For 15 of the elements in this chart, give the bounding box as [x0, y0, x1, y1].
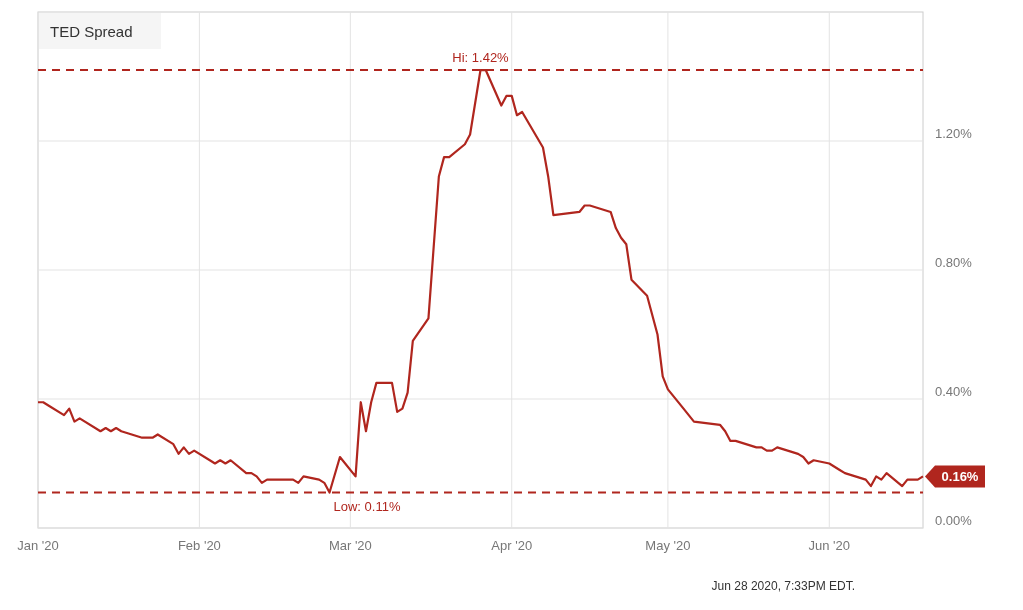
data-label: 0.16%: [941, 469, 979, 485]
x-tick-label: Mar '20: [328, 538, 372, 553]
x-tick-label: Feb '20: [177, 538, 221, 553]
y-tick-label: 0.00%: [935, 513, 973, 528]
x-tick-label: May '20: [645, 538, 691, 553]
x-tick-label: Jun '20: [808, 538, 851, 553]
x-tick-label: Apr '20: [491, 538, 533, 553]
y-tick-label: 0.40%: [935, 384, 973, 399]
text: TED Spread: [50, 23, 133, 40]
text: Jun 28 2020, 7:33PM EDT.: [711, 579, 855, 593]
ref-line-label: Hi: 1.42%: [452, 50, 510, 66]
ref-line-label: Low: 0.11%: [333, 498, 401, 514]
y-tick-label: 0.80%: [935, 255, 973, 270]
x-tick-label: Jan '20: [17, 538, 59, 553]
y-tick-label: 1.20%: [935, 126, 973, 141]
